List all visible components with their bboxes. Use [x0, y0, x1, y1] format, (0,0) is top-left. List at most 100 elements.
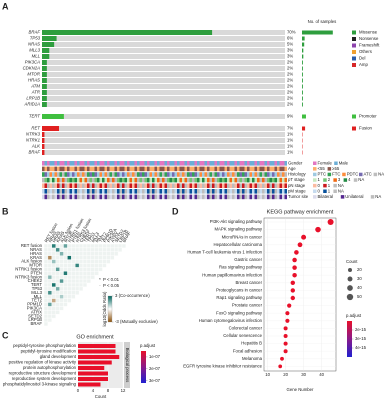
column-label: SETD2: [114, 228, 126, 243]
track-stripe: [62, 194, 65, 200]
cell-background: [59, 263, 64, 268]
cell-background: [74, 286, 80, 291]
track-stripe: [112, 166, 115, 172]
cell-background: [43, 306, 49, 311]
cell: [67, 255, 72, 260]
cell-background: [71, 259, 76, 264]
cell-background: [47, 294, 53, 299]
cell-background: [78, 259, 84, 264]
percent-label: 2%: [287, 84, 293, 89]
track-stripe: [247, 183, 250, 188]
track-stripe: [164, 172, 167, 177]
cell-background: [110, 243, 115, 249]
track-stripe: [102, 166, 105, 172]
track-stripe: [189, 194, 192, 200]
cell-background: [78, 282, 84, 288]
track-stripe: [217, 194, 220, 200]
track-stripe: [277, 161, 280, 166]
cell-background: [47, 317, 53, 323]
track-stripe: [114, 166, 117, 172]
track-stripe: [99, 177, 102, 183]
track-stripe: [127, 183, 130, 188]
track-stripe: [272, 194, 275, 200]
track-stripe: [157, 177, 160, 183]
cell-background: [82, 243, 88, 249]
track-stripe: [202, 177, 205, 183]
dot: [294, 250, 299, 255]
track-stripe: [244, 194, 247, 200]
track-stripe: [174, 161, 177, 166]
track-stripe: [89, 194, 92, 200]
track-stripe: [92, 183, 95, 188]
track-stripe: [227, 189, 230, 194]
cell-background: [67, 286, 72, 291]
alteration: [42, 102, 47, 107]
track-stripe: [44, 177, 47, 183]
track-stripe: [109, 194, 112, 200]
track-stripe: [74, 161, 77, 166]
cell-background: [55, 271, 60, 276]
track-stripe: [154, 172, 157, 177]
cell-background: [121, 243, 127, 249]
cell-background: [67, 259, 72, 264]
track-stripe: [44, 166, 47, 172]
alteration: [42, 132, 45, 137]
track-stripe: [232, 166, 235, 172]
track-stripe: [169, 166, 172, 172]
track-stripe: [164, 183, 167, 188]
legend-label: NA: [358, 177, 364, 182]
track-stripe: [67, 194, 70, 200]
track-stripe: [214, 172, 217, 177]
cell-background: [43, 290, 49, 295]
track-stripe: [194, 177, 197, 183]
track-stripe: [87, 177, 90, 183]
legend-swatch: [352, 37, 356, 41]
track-stripe: [144, 166, 147, 172]
track-stripe: [247, 166, 250, 172]
category-label: Gastric cancer: [234, 257, 262, 262]
track-stripe: [69, 194, 72, 200]
track-stripe: [114, 161, 117, 166]
legend-label: Others: [359, 49, 372, 54]
cell-background: [43, 298, 49, 303]
track-stripe: [64, 194, 67, 200]
category-label: Breast cancer: [235, 280, 262, 285]
track-stripe: [119, 189, 122, 194]
row-background: [42, 90, 285, 95]
track-stripe: [269, 177, 272, 183]
track-stripe: [104, 183, 107, 188]
track-stripe: [202, 161, 205, 166]
cell-background: [51, 306, 56, 311]
track-stripe: [79, 194, 82, 200]
track-stripe: [74, 194, 77, 200]
track-stripe: [244, 183, 247, 188]
track-stripe: [154, 189, 157, 194]
legend-swatch: [352, 30, 356, 35]
track-stripe: [264, 177, 267, 183]
cell-background: [51, 255, 56, 260]
track-stripe: [52, 161, 55, 166]
track-stripe: [182, 194, 185, 200]
cell-background: [78, 267, 84, 272]
track-stripe: [54, 166, 57, 172]
category-label: MicroRNAs in cancer: [222, 234, 263, 239]
track-stripe: [274, 172, 277, 177]
track-stripe: [159, 161, 162, 166]
cell-background: [78, 278, 84, 284]
cell-background: [47, 267, 53, 272]
track-stripe: [257, 194, 260, 200]
track-stripe: [119, 172, 122, 177]
track-stripe: [154, 177, 157, 183]
track-stripe: [149, 172, 152, 177]
x-axis-label: Gene Number: [287, 387, 315, 392]
track-stripe: [97, 194, 100, 200]
track-stripe: [207, 172, 210, 177]
track-stripe: [172, 161, 175, 166]
alteration: [42, 90, 47, 95]
track-stripe: [139, 166, 142, 172]
track-stripe: [109, 166, 112, 172]
track-stripe: [257, 177, 260, 183]
cell: [55, 247, 60, 252]
track-stripe: [152, 183, 155, 188]
track-stripe: [157, 161, 160, 166]
